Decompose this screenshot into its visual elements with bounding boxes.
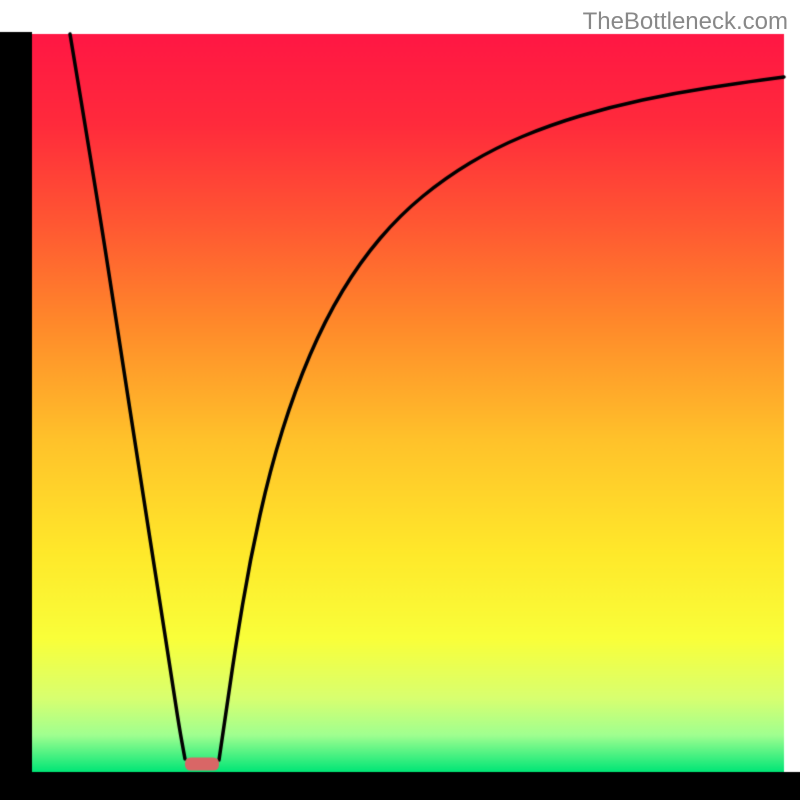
chart-canvas <box>0 0 800 800</box>
bottleneck-chart: TheBottleneck.com <box>0 0 800 800</box>
watermark-text: TheBottleneck.com <box>583 8 788 36</box>
